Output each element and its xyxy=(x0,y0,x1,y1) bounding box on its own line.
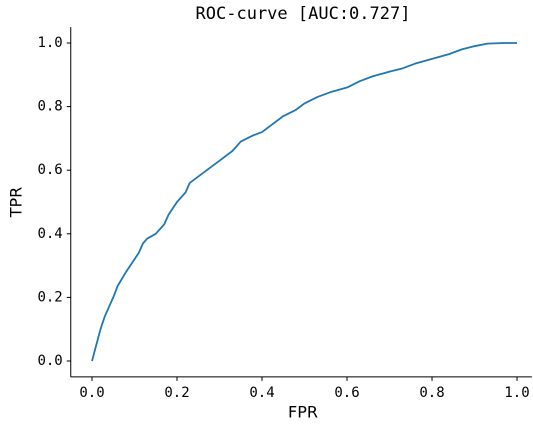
y-tick-label: 0.0 xyxy=(37,353,62,369)
x-tick-label: 0.2 xyxy=(164,385,189,401)
x-tick-label: 0.0 xyxy=(79,385,104,401)
x-tick-label: 1.0 xyxy=(504,385,529,401)
y-tick-label: 1.0 xyxy=(37,35,62,51)
x-tick-label: 0.8 xyxy=(419,385,444,401)
y-tick-label: 0.4 xyxy=(37,226,62,242)
y-tick-label: 0.2 xyxy=(37,289,62,305)
x-tick-label: 0.6 xyxy=(334,385,359,401)
y-tick-label: 0.6 xyxy=(37,162,62,178)
chart-title: ROC-curve [AUC:0.727] xyxy=(196,4,411,24)
x-axis-label: FPR xyxy=(288,403,318,422)
x-tick-label: 0.4 xyxy=(249,385,274,401)
y-tick-label: 0.8 xyxy=(37,99,62,115)
roc-line xyxy=(91,42,518,362)
y-axis-label: TPR xyxy=(7,187,26,219)
